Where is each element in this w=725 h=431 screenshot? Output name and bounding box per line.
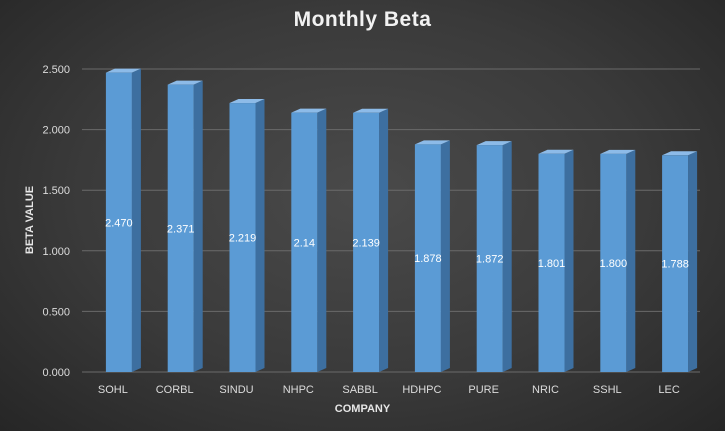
- x-tick-label: SABBL: [342, 384, 377, 396]
- data-label: 2.139: [352, 237, 380, 249]
- bar-top: [476, 141, 512, 146]
- bar-side: [255, 99, 265, 373]
- data-label: 1.878: [414, 253, 442, 265]
- bar-top: [229, 99, 265, 104]
- x-tick-label: PURE: [468, 384, 499, 396]
- bar-side: [131, 68, 141, 373]
- bar: [229, 103, 256, 373]
- data-label: 2.371: [167, 223, 195, 235]
- y-tick-label: 1.000: [42, 246, 70, 258]
- bar: [476, 145, 503, 372]
- data-label: 1.801: [538, 258, 566, 270]
- bar-top: [105, 68, 141, 73]
- bar-top: [600, 149, 636, 154]
- x-tick-label: NRIC: [532, 384, 559, 396]
- bar: [167, 84, 194, 372]
- bar-side: [626, 149, 636, 372]
- data-label: 2.14: [294, 237, 315, 249]
- x-tick-label: LEC: [658, 384, 679, 396]
- data-label: 1.800: [600, 258, 628, 270]
- bar: [353, 112, 380, 372]
- bar-top: [353, 108, 389, 113]
- bar-top: [291, 108, 327, 113]
- bar-side: [564, 149, 574, 372]
- bar-top: [414, 140, 450, 145]
- y-tick-label: 2.000: [42, 125, 70, 137]
- data-label: 2.470: [105, 217, 133, 229]
- data-label: 1.872: [476, 254, 504, 266]
- y-tick-label: 1.500: [42, 185, 70, 197]
- bar: [105, 72, 132, 373]
- bar-side: [317, 108, 327, 372]
- bar: [538, 153, 565, 372]
- x-tick-label: SOHL: [98, 384, 128, 396]
- chart-title: Monthly Beta: [293, 8, 432, 31]
- bar: [600, 153, 627, 372]
- x-tick-label: HDHPC: [402, 384, 441, 396]
- y-tick-label: 0.500: [42, 306, 70, 318]
- x-axis-label: COMPANY: [334, 403, 391, 415]
- data-label: 1.788: [661, 259, 689, 271]
- bar-top: [662, 151, 698, 156]
- bar-top: [538, 149, 574, 154]
- y-tick-label: 0.000: [42, 367, 70, 379]
- x-tick-label: NHPC: [283, 384, 314, 396]
- data-label: 2.219: [229, 233, 257, 245]
- bar-side: [440, 140, 450, 372]
- y-tick-label: 2.500: [42, 64, 70, 76]
- bar-side: [688, 151, 698, 372]
- x-tick-label: CORBL: [156, 384, 194, 396]
- bar: [291, 112, 318, 373]
- x-tick-label: SSHL: [593, 384, 622, 396]
- bar-top: [167, 80, 203, 85]
- bar: [662, 155, 689, 372]
- x-tick-label: SINDU: [219, 384, 253, 396]
- bar-side: [502, 141, 512, 372]
- bar: [414, 144, 441, 372]
- bar-side: [193, 80, 203, 373]
- bar-side: [379, 108, 389, 372]
